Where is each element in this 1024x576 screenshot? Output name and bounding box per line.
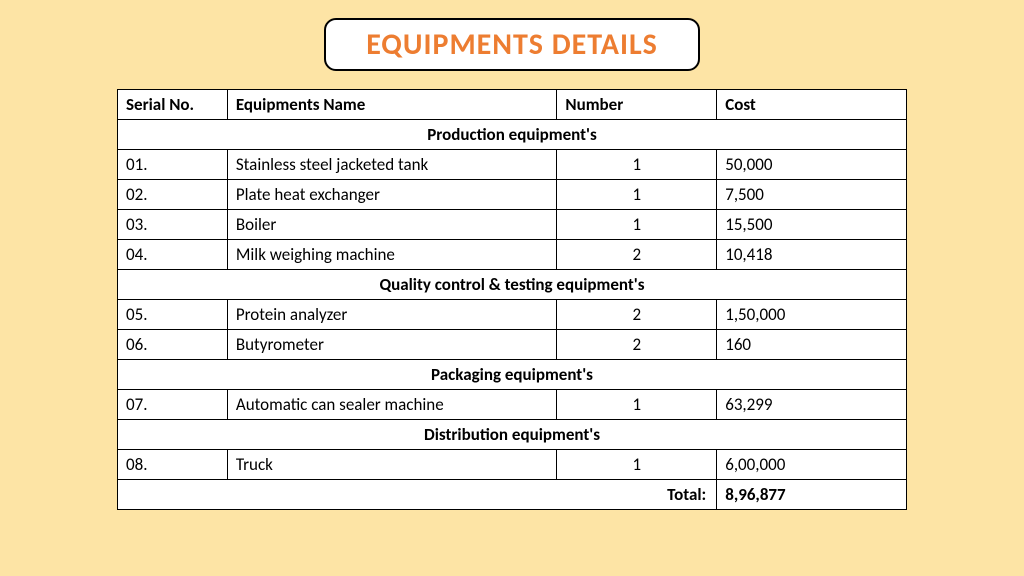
section-production: Production equipment's (118, 120, 907, 150)
cell-number: 1 (557, 150, 717, 180)
title-box: EQUIPMENTS DETAILS (324, 18, 700, 71)
cell-number: 1 (557, 450, 717, 480)
table-row: 01. Stainless steel jacketed tank 1 50,0… (118, 150, 907, 180)
cell-serial: 03. (118, 210, 228, 240)
cell-serial: 02. (118, 180, 228, 210)
total-row: Total: 8,96,877 (118, 480, 907, 510)
table-row: 05. Protein analyzer 2 1,50,000 (118, 300, 907, 330)
section-distribution: Distribution equipment's (118, 420, 907, 450)
section-quality: Quality control & testing equipment's (118, 270, 907, 300)
section-label: Distribution equipment's (118, 420, 907, 450)
cell-name: Butyrometer (227, 330, 557, 360)
table-row: 04. Milk weighing machine 2 10,418 (118, 240, 907, 270)
header-row: Serial No. Equipments Name Number Cost (118, 90, 907, 120)
section-label: Production equipment's (118, 120, 907, 150)
table-row: 07. Automatic can sealer machine 1 63,29… (118, 390, 907, 420)
total-value: 8,96,877 (717, 480, 907, 510)
cell-number: 1 (557, 210, 717, 240)
cell-cost: 1,50,000 (717, 300, 907, 330)
cell-serial: 05. (118, 300, 228, 330)
cell-cost: 15,500 (717, 210, 907, 240)
table-row: 08. Truck 1 6,00,000 (118, 450, 907, 480)
cell-cost: 50,000 (717, 150, 907, 180)
cell-serial: 06. (118, 330, 228, 360)
cell-number: 2 (557, 240, 717, 270)
equipments-table: Serial No. Equipments Name Number Cost P… (117, 89, 907, 510)
cell-serial: 01. (118, 150, 228, 180)
cell-name: Stainless steel jacketed tank (227, 150, 557, 180)
total-label: Total: (118, 480, 717, 510)
table-row: 03. Boiler 1 15,500 (118, 210, 907, 240)
cell-cost: 7,500 (717, 180, 907, 210)
col-header-serial: Serial No. (118, 90, 228, 120)
cell-serial: 04. (118, 240, 228, 270)
cell-name: Boiler (227, 210, 557, 240)
table-row: 02. Plate heat exchanger 1 7,500 (118, 180, 907, 210)
cell-cost: 10,418 (717, 240, 907, 270)
cell-name: Truck (227, 450, 557, 480)
cell-name: Protein analyzer (227, 300, 557, 330)
cell-serial: 07. (118, 390, 228, 420)
col-header-number: Number (557, 90, 717, 120)
cell-cost: 6,00,000 (717, 450, 907, 480)
cell-name: Plate heat exchanger (227, 180, 557, 210)
cell-name: Milk weighing machine (227, 240, 557, 270)
col-header-cost: Cost (717, 90, 907, 120)
section-label: Packaging equipment's (118, 360, 907, 390)
cell-number: 2 (557, 300, 717, 330)
section-packaging: Packaging equipment's (118, 360, 907, 390)
cell-serial: 08. (118, 450, 228, 480)
col-header-name: Equipments Name (227, 90, 557, 120)
cell-cost: 160 (717, 330, 907, 360)
page-title: EQUIPMENTS DETAILS (366, 26, 658, 63)
cell-name: Automatic can sealer machine (227, 390, 557, 420)
cell-cost: 63,299 (717, 390, 907, 420)
table-row: 06. Butyrometer 2 160 (118, 330, 907, 360)
cell-number: 1 (557, 180, 717, 210)
cell-number: 2 (557, 330, 717, 360)
cell-number: 1 (557, 390, 717, 420)
section-label: Quality control & testing equipment's (118, 270, 907, 300)
